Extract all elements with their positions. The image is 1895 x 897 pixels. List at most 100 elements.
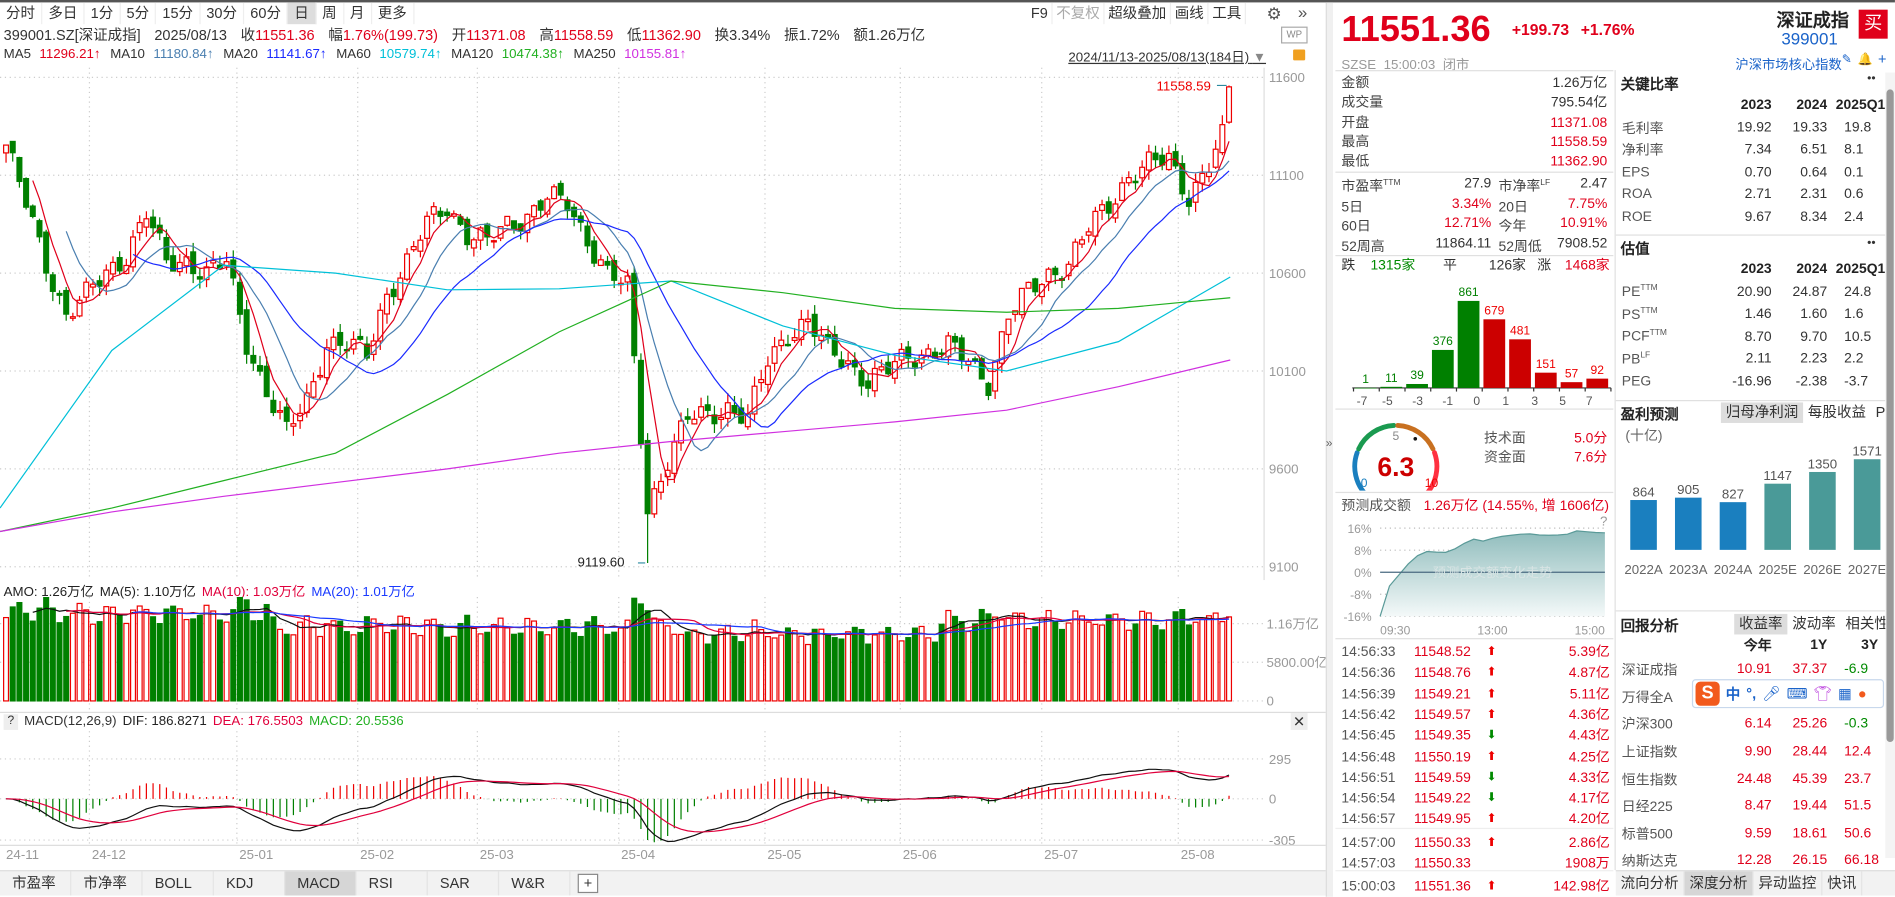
lock-open-icon[interactable] — [1293, 49, 1306, 61]
tab-1[interactable]: 波动率 — [1792, 615, 1836, 633]
tick-row[interactable]: 14:56:57 11549.95 ⬆ 4.20亿 — [1341, 810, 1609, 829]
tool-button-1[interactable]: 不复权 — [1053, 2, 1105, 25]
settings-gear-icon[interactable]: ⚙ — [1266, 3, 1282, 23]
tick-row[interactable]: 14:56:54 11549.22 ⬇ 4.17亿 — [1341, 789, 1609, 808]
tick-row[interactable]: 14:57:00 11550.33 ⬆ 2.86亿 — [1341, 833, 1609, 852]
period-tab-9[interactable]: 月 — [344, 2, 372, 25]
table-row: 深证成指 10.91 37.37 -6.9 — [1622, 656, 1885, 683]
candlestick-chart[interactable]: 11600 11100 10600 10100 9600 9100 11558.59 9119… — [0, 67, 1329, 581]
tool-button-2[interactable]: 超级叠加 — [1105, 2, 1172, 25]
period-tab-5[interactable]: 30分 — [200, 2, 245, 25]
candle — [3, 144, 10, 163]
tick-row[interactable]: 14:56:33 11548.52 ⬆ 5.39亿 — [1341, 643, 1609, 662]
scrollbar-thumb[interactable] — [1886, 89, 1894, 743]
period-tab-2[interactable]: 1分 — [85, 2, 121, 25]
tick-row[interactable]: 14:56:36 11548.76 ⬆ 4.87亿 — [1341, 664, 1609, 683]
arrow-up-icon: ⬆ — [1486, 708, 1497, 722]
indicator-tab-rsi[interactable]: RSI — [357, 871, 428, 896]
tool-button-3[interactable]: 画线 — [1171, 2, 1209, 25]
valuation-more-icon[interactable]: •• — [1867, 236, 1876, 251]
volume-chart[interactable]: 1.16万亿 5800.00亿 0 — [0, 596, 1326, 714]
indicator-tab-boll[interactable]: BOLL — [143, 871, 214, 896]
tab-0[interactable]: 归母净利润 — [1720, 402, 1804, 423]
analysis-tab-3[interactable]: 快讯 — [1822, 871, 1863, 896]
indicator-tab-sar[interactable]: SAR — [428, 871, 500, 896]
indicator-tab-kdj[interactable]: KDJ — [214, 871, 286, 896]
candle — [103, 264, 110, 296]
keyboard-icon[interactable]: ⌨ — [1786, 685, 1808, 703]
stat-label: 市净率LF — [1499, 174, 1551, 195]
candle — [56, 290, 63, 305]
tab-1[interactable]: 每股收益 — [1807, 403, 1866, 421]
edit-icon[interactable]: ✎ — [1841, 53, 1852, 67]
add-indicator-icon[interactable]: + — [577, 873, 599, 894]
buy-button[interactable]: 买 — [1858, 9, 1888, 39]
volume-bar — [898, 640, 905, 702]
candle — [1018, 287, 1025, 319]
ratios-more-icon[interactable]: •• — [1867, 72, 1876, 86]
bell-icon[interactable]: 🔔 — [1857, 53, 1873, 67]
candle — [838, 351, 845, 370]
volume-bar — [972, 623, 979, 702]
candle — [404, 248, 411, 282]
volume-bar — [270, 616, 277, 702]
ime-chinese-mode-icon[interactable]: 中 — [1725, 685, 1741, 703]
volume-bar — [671, 633, 678, 702]
analysis-tab-0[interactable]: 流向分析 — [1616, 871, 1685, 896]
period-tab-7[interactable]: 日 — [288, 2, 317, 25]
period-tab-3[interactable]: 5分 — [121, 2, 157, 25]
analysis-tab-1[interactable]: 深度分析 — [1684, 871, 1754, 896]
scrollbar-track[interactable] — [1885, 72, 1895, 859]
period-tab-1[interactable]: 多日 — [42, 2, 85, 25]
candle — [63, 286, 70, 321]
tab-0[interactable]: 收益率 — [1734, 613, 1788, 635]
ime-punctuation-icon[interactable]: °, — [1746, 685, 1757, 703]
wp-monitor-icon[interactable]: WP — [1281, 26, 1308, 44]
volume-bar — [1005, 617, 1012, 702]
tool-button-4[interactable]: 工具 — [1209, 2, 1247, 25]
volume-bar — [965, 630, 972, 702]
close-pane-icon[interactable]: ✕ — [1290, 713, 1308, 730]
tick-row[interactable]: 15:00:03 11551.36 ⬆ 142.98亿 — [1341, 878, 1609, 897]
period-tab-0[interactable]: 分时 — [0, 2, 43, 25]
tick-row[interactable]: 14:56:39 11549.21 ⬆ 5.11亿 — [1341, 685, 1609, 704]
tick-row[interactable]: 14:56:48 11550.19 ⬆ 4.25亿 — [1341, 747, 1609, 766]
volume-bar — [3, 616, 10, 702]
add-icon[interactable]: + — [1878, 50, 1887, 68]
period-tab-10[interactable]: 更多 — [372, 2, 414, 25]
indicator-tab-市净率[interactable]: 市净率 — [71, 871, 143, 896]
tick-row[interactable]: 14:56:42 11549.57 ⬆ 4.36亿 — [1341, 706, 1609, 725]
tick-row[interactable]: 14:57:03 11550.33 1908万 — [1341, 854, 1609, 873]
macd-help-button[interactable]: ? — [3, 714, 19, 730]
analysis-tab-2[interactable]: 异动监控 — [1754, 871, 1823, 896]
row-label: 沪深300 — [1622, 711, 1716, 738]
skin-shirt-icon[interactable]: 👕︎ — [1813, 685, 1833, 703]
collapse-panel-icon[interactable]: » — [1325, 437, 1333, 451]
panel-splitter[interactable] — [1325, 2, 1333, 897]
tab-2[interactable]: 相关性 — [1845, 615, 1889, 633]
divider — [1615, 400, 1886, 402]
indicator-tab-macd[interactable]: MACD — [285, 871, 357, 896]
apps-grid-icon[interactable]: ▦ — [1838, 685, 1852, 703]
date-range-selector[interactable]: 2024/11/13-2025/08/13(184日) ▼ — [1068, 47, 1266, 66]
period-tab-4[interactable]: 15分 — [156, 2, 201, 25]
candle — [1005, 318, 1012, 344]
tick-row[interactable]: 14:56:51 11549.59 ⬇ 4.33亿 — [1341, 768, 1609, 787]
period-tab-8[interactable]: 周 — [316, 2, 344, 25]
tool-button-0[interactable]: F9 — [1027, 2, 1053, 25]
analysis-tabs: 流向分析 深度分析 异动监控 快讯 — [1615, 870, 1895, 896]
mascot-icon[interactable]: ● — [1857, 685, 1867, 703]
indicator-tab-市盈率[interactable]: 市盈率 — [0, 871, 72, 896]
ime-toolbar[interactable]: S 中 °, 🎤︎ ⌨ 👕︎ ▦ ● — [1691, 679, 1885, 709]
tick-row[interactable]: 14:56:45 11549.35 ⬇ 4.43亿 — [1341, 727, 1609, 746]
macd-chart[interactable]: 295 0 -305 — [0, 731, 1329, 845]
microphone-icon[interactable]: 🎤︎ — [1762, 685, 1781, 703]
indicator-tab-w&r[interactable]: W&R — [499, 871, 571, 896]
candle — [36, 218, 43, 243]
volume-bar — [978, 608, 985, 702]
index-group-link[interactable]: 沪深市场核心指数 — [1735, 58, 1842, 73]
period-tab-6[interactable]: 60分 — [244, 2, 289, 25]
expand-chevrons-icon[interactable]: » — [1297, 2, 1308, 22]
sogou-logo-icon[interactable]: S — [1695, 681, 1720, 706]
forecast-help-icon[interactable]: ? — [1600, 514, 1608, 530]
